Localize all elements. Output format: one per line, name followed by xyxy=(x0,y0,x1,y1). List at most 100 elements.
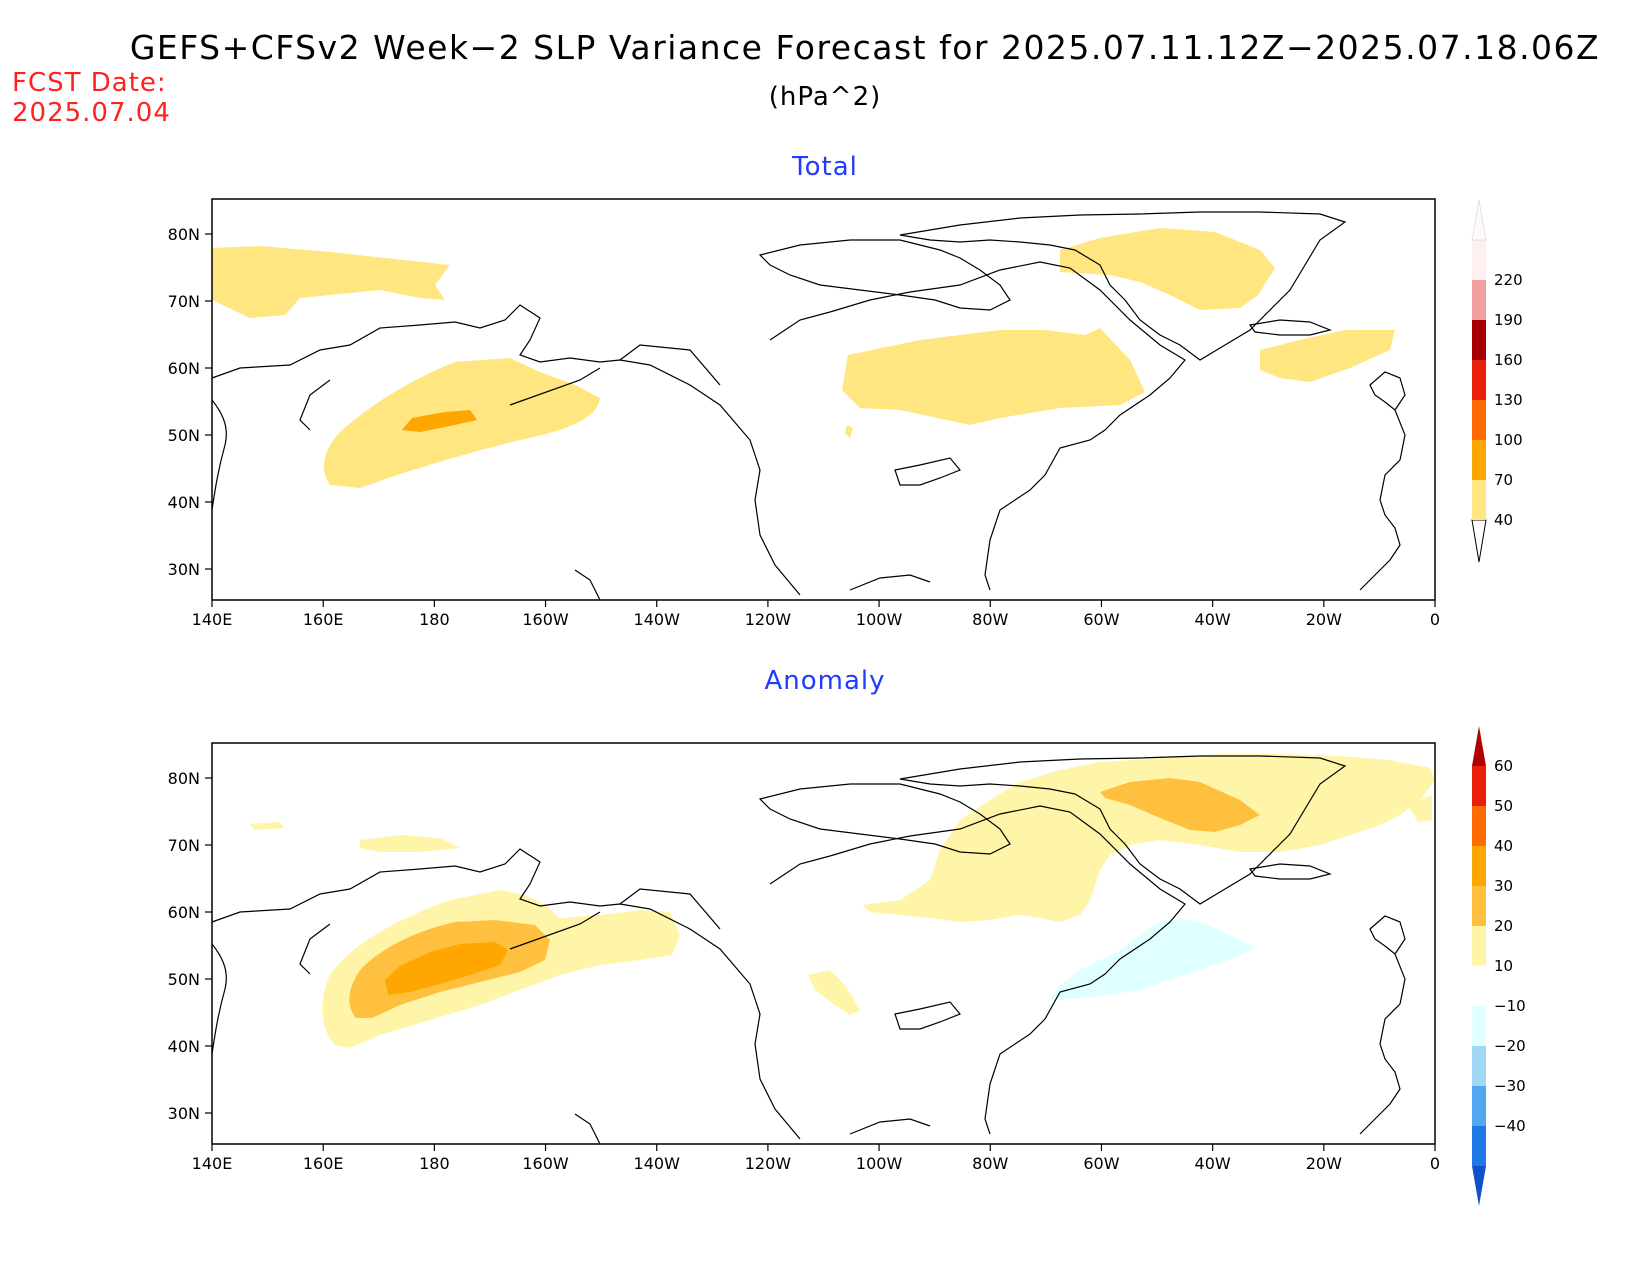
anomaly-lat-tick-label: 30N xyxy=(168,1104,200,1123)
total-colorbar-swatch xyxy=(1472,400,1486,440)
anomaly-colorbar-swatch xyxy=(1471,965,1487,1007)
total-lon-tick-label: 180 xyxy=(419,610,450,629)
anomaly-contour-10-chukchi xyxy=(360,835,460,852)
anomaly-colorbar-label: 40 xyxy=(1494,837,1513,855)
anomaly-contour-10-ne-atlantic xyxy=(1408,795,1432,822)
total-shading xyxy=(212,228,1395,488)
anomaly-colorbar-label: −40 xyxy=(1494,1117,1526,1135)
anomaly-lon-tick-label: 160E xyxy=(303,1154,344,1173)
total-lon-tick-label: 120W xyxy=(745,610,792,629)
anomaly-colorbar-label: 10 xyxy=(1494,957,1513,975)
total-contour-40-iceland xyxy=(1260,330,1395,382)
anomaly-contour-30-bering xyxy=(385,942,508,995)
total-contour-40-hudson xyxy=(842,328,1145,425)
total-axes: 140E 160E 180 160W 140W 120W 100W 80W 60W 40W 20W 0… xyxy=(168,225,1440,629)
total-lat-tick-label: 60N xyxy=(168,359,200,378)
panel-title-anomaly: Anomaly xyxy=(764,666,886,696)
anomaly-lon-tick-label: 140E xyxy=(192,1154,233,1173)
anomaly-colorbar-swatch xyxy=(1472,886,1486,926)
anomaly-colorbar-swatch xyxy=(1472,1126,1486,1166)
anomaly-axes: 140E 160E 180 160W 140W 120W 100W 80W 60W 40W 20W 0… xyxy=(168,769,1440,1173)
main-title: GEFS+CFSv2 Week−2 SLP Variance Forecast … xyxy=(129,28,1601,67)
anomaly-lat-tick-label: 50N xyxy=(168,970,200,989)
anomaly-colorbar-bottom-arrow xyxy=(1472,1166,1486,1206)
anomaly-contour-10-pacific xyxy=(808,970,860,1015)
anomaly-colorbar-swatch xyxy=(1472,766,1486,806)
total-colorbar-label: 130 xyxy=(1494,391,1523,409)
anomaly-colorbar-label: −20 xyxy=(1494,1037,1526,1055)
anomaly-colorbar-top-arrow xyxy=(1472,726,1486,766)
anomaly-colorbar-label: 50 xyxy=(1494,797,1513,815)
total-colorbar-label: 190 xyxy=(1494,311,1523,329)
anomaly-colorbar-swatch xyxy=(1472,926,1486,966)
forecast-date-block: FCST Date: 2025.07.04 xyxy=(12,68,171,128)
anomaly-lon-tick-label: 160W xyxy=(522,1154,569,1173)
total-lon-tick-label: 160W xyxy=(522,610,569,629)
anomaly-lon-tick-label: 180 xyxy=(419,1154,450,1173)
total-contour-40-siberia xyxy=(212,246,450,318)
anomaly-colorbar-swatch xyxy=(1472,1006,1486,1046)
anomaly-lat-tick-label: 80N xyxy=(168,769,200,788)
total-lon-tick-label: 60W xyxy=(1083,610,1119,629)
total-colorbar-top-arrow xyxy=(1471,199,1487,241)
anomaly-lat-tick-label: 40N xyxy=(168,1037,200,1056)
total-colorbar-label: 40 xyxy=(1494,511,1513,529)
anomaly-contour-neg10-atlantic xyxy=(1050,918,1255,1000)
anomaly-colorbar-label: 20 xyxy=(1494,917,1513,935)
anomaly-shading xyxy=(250,754,1435,1048)
units-label: (hPa^2) xyxy=(768,82,882,112)
anomaly-colorbar: 60 50 40 30 20 10 −10 −20 −30 −40 xyxy=(1471,726,1526,1206)
total-map-frame xyxy=(211,198,1436,601)
total-lat-tick-label: 80N xyxy=(168,225,200,244)
forecast-date-value: 2025.07.04 xyxy=(12,98,171,128)
anomaly-colorbar-swatch xyxy=(1472,1086,1486,1126)
anomaly-lon-tick-label: 80W xyxy=(972,1154,1008,1173)
anomaly-contour-20-greenland xyxy=(1100,778,1260,832)
anomaly-colorbar-swatch xyxy=(1472,846,1486,886)
total-colorbar-swatch xyxy=(1472,280,1486,320)
anomaly-colorbar-label: −10 xyxy=(1494,997,1526,1015)
anomaly-lon-tick-label: 100W xyxy=(856,1154,903,1173)
total-contour-70-bering xyxy=(402,410,477,432)
anomaly-lat-tick-label: 60N xyxy=(168,903,200,922)
panel-title-total: Total xyxy=(792,152,858,182)
anomaly-colorbar-label: −30 xyxy=(1494,1077,1526,1095)
anomaly-colorbar-label: 60 xyxy=(1494,757,1513,775)
total-colorbar-swatch xyxy=(1472,360,1486,400)
total-lon-tick-label: 100W xyxy=(856,610,903,629)
anomaly-lon-tick-label: 120W xyxy=(745,1154,792,1173)
total-colorbar: 40 70 100 130 160 190 220 xyxy=(1471,199,1523,563)
total-lat-tick-label: 50N xyxy=(168,426,200,445)
total-lon-tick-label: 80W xyxy=(972,610,1008,629)
total-colorbar-label: 220 xyxy=(1494,271,1523,289)
total-lat-tick-label: 40N xyxy=(168,493,200,512)
total-lat-tick-label: 30N xyxy=(168,560,200,579)
anomaly-lon-tick-label: 60W xyxy=(1083,1154,1119,1173)
total-colorbar-label: 70 xyxy=(1494,471,1513,489)
total-colorbar-swatch xyxy=(1472,440,1486,480)
total-lon-tick-label: 20W xyxy=(1306,610,1342,629)
forecast-date-label: FCST Date: xyxy=(12,68,167,98)
total-coastlines xyxy=(211,211,1406,601)
total-lat-tick-label: 70N xyxy=(168,292,200,311)
anomaly-coastlines xyxy=(211,755,1406,1145)
anomaly-lat-tick-label: 70N xyxy=(168,836,200,855)
total-contour-40-lake xyxy=(845,425,853,438)
anomaly-colorbar-label: 30 xyxy=(1494,877,1513,895)
total-contour-40-greenland xyxy=(1060,228,1275,310)
total-colorbar-label: 100 xyxy=(1494,431,1523,449)
total-colorbar-swatch xyxy=(1472,320,1486,360)
anomaly-colorbar-swatch xyxy=(1472,806,1486,846)
anomaly-lon-tick-label: 40W xyxy=(1195,1154,1231,1173)
anomaly-lon-tick-label: 140W xyxy=(634,1154,681,1173)
total-lon-tick-label: 0 xyxy=(1430,610,1440,629)
anomaly-colorbar-swatch xyxy=(1472,1046,1486,1086)
anomaly-lon-tick-label: 0 xyxy=(1430,1154,1440,1173)
total-colorbar-swatch xyxy=(1472,480,1486,520)
anomaly-lon-tick-label: 20W xyxy=(1306,1154,1342,1173)
total-colorbar-swatch xyxy=(1472,240,1486,280)
total-lon-tick-label: 160E xyxy=(303,610,344,629)
anomaly-contour-10-siberia xyxy=(250,822,285,830)
total-map-panel: 140E 160E 180 160W 140W 120W 100W 80W 60W 40W 20W 0… xyxy=(168,198,1523,629)
